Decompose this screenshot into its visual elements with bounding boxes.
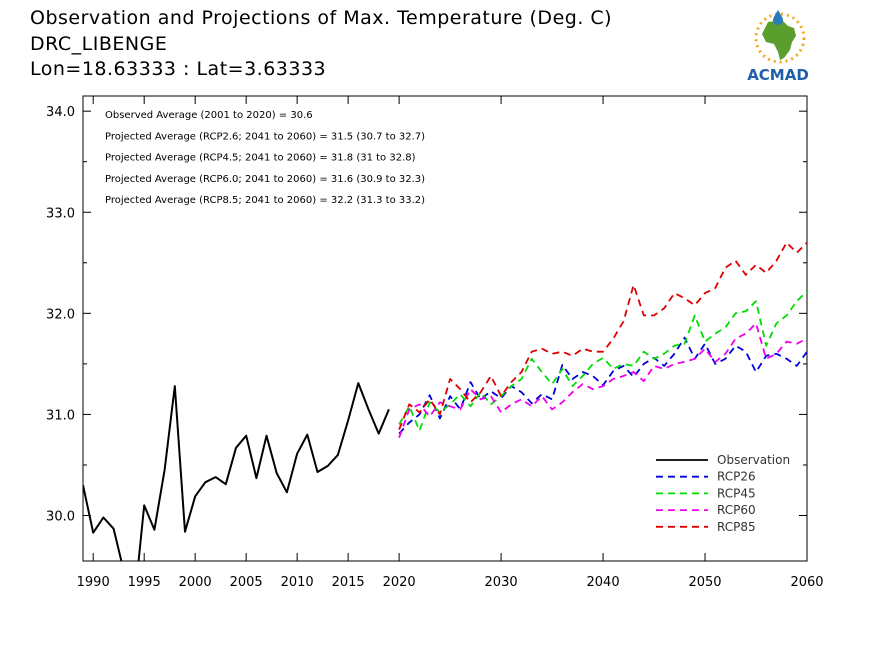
x-tick-label: 2015 [332,575,365,590]
annotations: Observed Average (2001 to 2020) = 30.6 Pr… [105,110,425,206]
series-line-rcp60 [398,322,807,439]
x-tick-label: 2000 [179,575,212,590]
legend: Observation RCP26 RCP45 RCP60 RCP85 [656,453,790,534]
stat-annotation: Projected Average (RCP8.5; 2041 to 2060)… [105,195,425,206]
sun-rays-icon [754,12,806,64]
x-tick-label: 2020 [383,575,416,590]
africa-map-icon [762,20,796,60]
x-axis: 1990 1995 2000 2005 2010 2015 2020 2030 2040 2050… [77,96,824,590]
x-tick-label: 2030 [485,575,518,590]
logo-text: ACMAD [747,66,809,84]
y-tick-label: 32.0 [46,307,75,322]
x-tick-label: 2040 [587,575,620,590]
y-tick-label: 34.0 [46,105,75,120]
series-line-rcp85 [398,241,807,430]
acmad-logo: ACMAD [747,10,809,84]
water-drop-icon [773,10,783,25]
x-tick-label: 2005 [230,575,263,590]
series-layer [83,241,807,561]
y-axis: 30.0 31.0 32.0 33.0 34.0 [46,105,807,525]
legend-label: RCP45 [717,486,756,500]
legend-label: RCP60 [717,503,756,517]
x-tick-label: 2050 [688,575,721,590]
chart-title: Observation and Projections of Max. Temp… [30,7,613,29]
series-line-observation [83,382,390,561]
x-tick-label: 2010 [281,575,314,590]
stat-annotation: Projected Average (RCP2.6; 2041 to 2060)… [105,131,425,142]
legend-label: Observation [717,453,790,467]
stat-annotation: Projected Average (RCP4.5; 2041 to 2060)… [105,153,416,164]
x-tick-label: 2060 [790,575,823,590]
plot-frame [82,95,808,562]
x-tick-label: 1990 [77,575,110,590]
stat-annotation: Projected Average (RCP6.0; 2041 to 2060)… [105,174,425,185]
stat-annotation: Observed Average (2001 to 2020) = 30.6 [105,110,313,121]
y-tick-label: 30.0 [46,510,75,525]
y-tick-label: 33.0 [46,206,75,221]
station-name: DRC_LIBENGE [30,33,168,55]
station-coordinates: Lon=18.63333 : Lat=3.63333 [30,58,327,80]
legend-label: RCP26 [717,470,756,484]
legend-label: RCP85 [717,520,756,534]
x-tick-label: 1995 [128,575,161,590]
y-tick-label: 31.0 [46,408,75,423]
